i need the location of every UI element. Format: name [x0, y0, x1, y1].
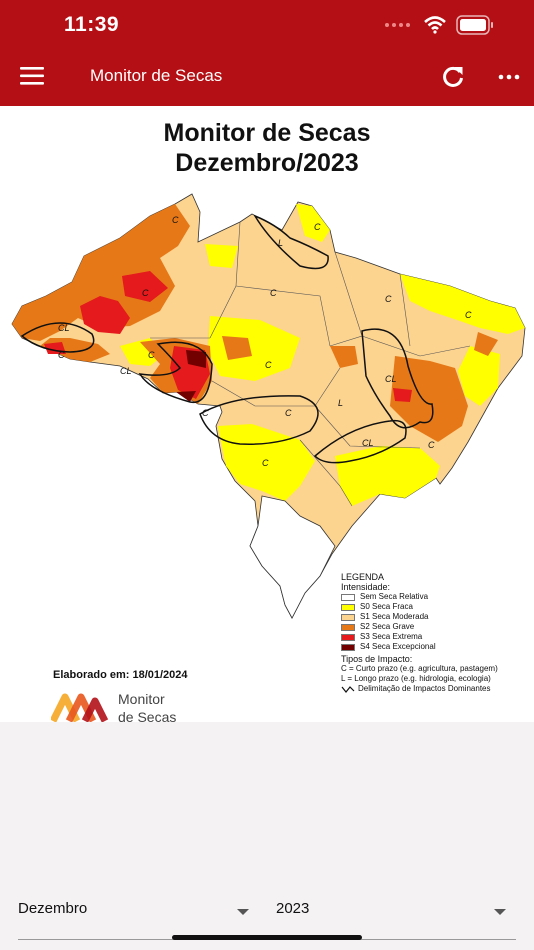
s2-region-amazon-north [12, 204, 190, 341]
legend-swatch [341, 603, 355, 611]
no-drought-south [249, 495, 336, 619]
impact-label-cl: CL [362, 438, 374, 448]
impact-label-c: C [148, 350, 155, 360]
impact-label-c: C [142, 288, 149, 298]
s2-region-bahia [390, 356, 468, 442]
refresh-button[interactable] [440, 64, 466, 90]
s0-region-north [296, 204, 330, 242]
impact-label-c: C [270, 288, 277, 298]
s0-region-southeast [335, 446, 440, 506]
impact-label-c: C [172, 215, 179, 225]
impact-labels: C C L C C C C CL C C CL C CL C C L CL C … [58, 215, 472, 468]
month-select[interactable]: Dezembro [18, 900, 252, 926]
map-title: Monitor de Secas Dezembro/2023 [0, 118, 534, 178]
s3-region-bahia [393, 388, 412, 402]
logo-line2: de Secas [118, 709, 177, 725]
s4-region-rondonia-south [176, 391, 196, 402]
map-legend: LEGENDA Intensidade: Sem Seca Relativa S… [341, 572, 498, 694]
legend-title: LEGENDA [341, 572, 385, 582]
impact-label-c: C [385, 294, 392, 304]
legend-swatch [341, 633, 355, 641]
year-select-underline [276, 939, 516, 940]
home-indicator [172, 935, 362, 940]
legend-impact-title: Tipos de Impacto: [341, 654, 413, 664]
drought-map-panel: C C L C C C C CL C C CL C CL C C L CL C … [0, 106, 534, 725]
impact-label-c: C [465, 310, 472, 320]
impact-label-c: C [428, 440, 435, 450]
chevron-down-icon [494, 909, 506, 915]
impact-label-l: L [278, 238, 283, 248]
month-select-value: Dezembro [18, 900, 88, 917]
refresh-icon [443, 66, 463, 87]
elaborado-date: Elaborado em: 18/01/2024 [53, 669, 188, 681]
hamburger-menu-icon [20, 67, 44, 85]
s0-region-northeast-coast [400, 274, 525, 334]
app-bar: 11:39 Monitor de Secas [0, 0, 534, 106]
legend-swatch [341, 593, 355, 601]
legend-item: S2 Seca Grave [341, 622, 498, 632]
impact-label-c: C [58, 350, 65, 360]
impact-label-c: C [202, 408, 209, 418]
s3-region-amazonas [80, 296, 130, 334]
monitor-de-secas-logo-icon [51, 693, 109, 723]
s4-region-rondonia [186, 350, 206, 368]
impact-label-cl: CL [120, 366, 132, 376]
month-select-underline [18, 939, 252, 940]
brazil-drought-map[interactable]: C C L C C C C CL C C CL C CL C C L CL C … [0, 106, 534, 722]
impact-label-l: L [338, 398, 343, 408]
s3-region-amazonas-north [122, 271, 168, 302]
logo-line1: Monitor [118, 691, 165, 707]
legend-swatch [341, 643, 355, 651]
legend-subtitle: Intensidade: [341, 582, 391, 592]
s0-region-southwest [218, 424, 315, 501]
s2-region-ne-small [474, 332, 498, 356]
signal-icon [385, 23, 410, 27]
year-select[interactable]: 2023 [276, 900, 510, 926]
legend-impact-l: L = Longo prazo (e.g. hidrologia, ecolog… [341, 674, 491, 683]
legend-item: S1 Seca Moderada [341, 612, 498, 622]
legend-impact-c: C = Curto prazo (e.g. agricultura, pasta… [341, 664, 498, 673]
status-time: 11:39 [64, 13, 120, 36]
state-borders [150, 221, 471, 507]
map-title-line1: Monitor de Secas [163, 119, 371, 147]
s2-region-goias [330, 346, 358, 368]
impact-label-c: C [314, 222, 321, 232]
menu-button[interactable] [20, 66, 50, 88]
impact-label-c: C [262, 458, 269, 468]
legend-item: S3 Seca Extrema [341, 632, 498, 642]
year-select-value: 2023 [276, 900, 310, 917]
more-button[interactable] [497, 70, 521, 84]
impact-label-cl: CL [58, 323, 70, 333]
s0-region-center [208, 316, 300, 381]
legend-item: S4 Seca Excepcional [341, 642, 498, 652]
impact-label-cl: CL [385, 374, 397, 384]
impact-label-c: C [265, 360, 272, 370]
impact-label-c: C [285, 408, 292, 418]
status-icons [384, 15, 494, 35]
more-horizontal-icon [498, 74, 520, 80]
wifi-icon [424, 16, 446, 34]
delimitation-line-icon [341, 686, 355, 693]
bottom-area [0, 722, 534, 950]
legend-swatch [341, 613, 355, 621]
s2-region-mt [222, 336, 252, 360]
legend-swatch [341, 623, 355, 631]
s0-region-north-small [205, 244, 238, 268]
legend-item: S0 Seca Fraca [341, 602, 498, 612]
legend-item: Sem Seca Relativa [341, 592, 498, 602]
app-title: Monitor de Secas [90, 66, 223, 85]
chevron-down-icon [237, 909, 249, 915]
legend-impact-line: Delimitação de Impactos Dominantes [341, 684, 498, 694]
map-title-line2: Dezembro/2023 [175, 149, 359, 177]
impact-delimitation-lines [20, 214, 434, 464]
battery-icon [456, 15, 493, 35]
logo-text: Monitor de Secas [118, 690, 176, 726]
s0-region-east [458, 346, 500, 406]
